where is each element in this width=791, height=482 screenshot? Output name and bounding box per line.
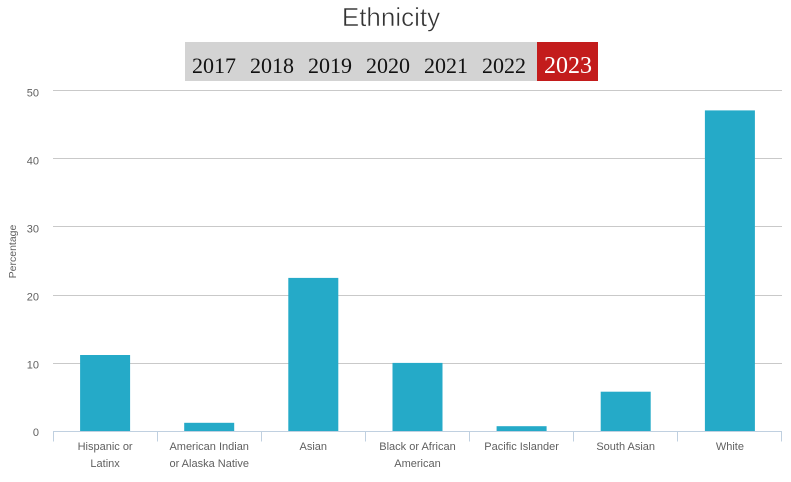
svg-text:Asian: Asian (300, 441, 328, 453)
svg-text:20: 20 (27, 292, 39, 304)
svg-text:White: White (716, 441, 744, 453)
svg-text:American: American (394, 458, 440, 470)
svg-text:30: 30 (27, 224, 39, 236)
svg-text:Black or African: Black or African (379, 441, 455, 453)
svg-text:Latinx: Latinx (90, 458, 120, 470)
svg-text:Percentage: Percentage (7, 224, 19, 278)
svg-text:0: 0 (33, 427, 39, 439)
svg-text:Hispanic or: Hispanic or (78, 441, 133, 453)
svg-text:Pacific Islander: Pacific Islander (484, 441, 559, 453)
svg-text:10: 10 (27, 360, 39, 372)
svg-text:50: 50 (27, 88, 39, 100)
svg-text:American Indian: American Indian (169, 441, 249, 453)
svg-text:40: 40 (27, 156, 39, 168)
svg-text:South Asian: South Asian (596, 441, 655, 453)
svg-text:or Alaska Native: or Alaska Native (169, 458, 248, 470)
